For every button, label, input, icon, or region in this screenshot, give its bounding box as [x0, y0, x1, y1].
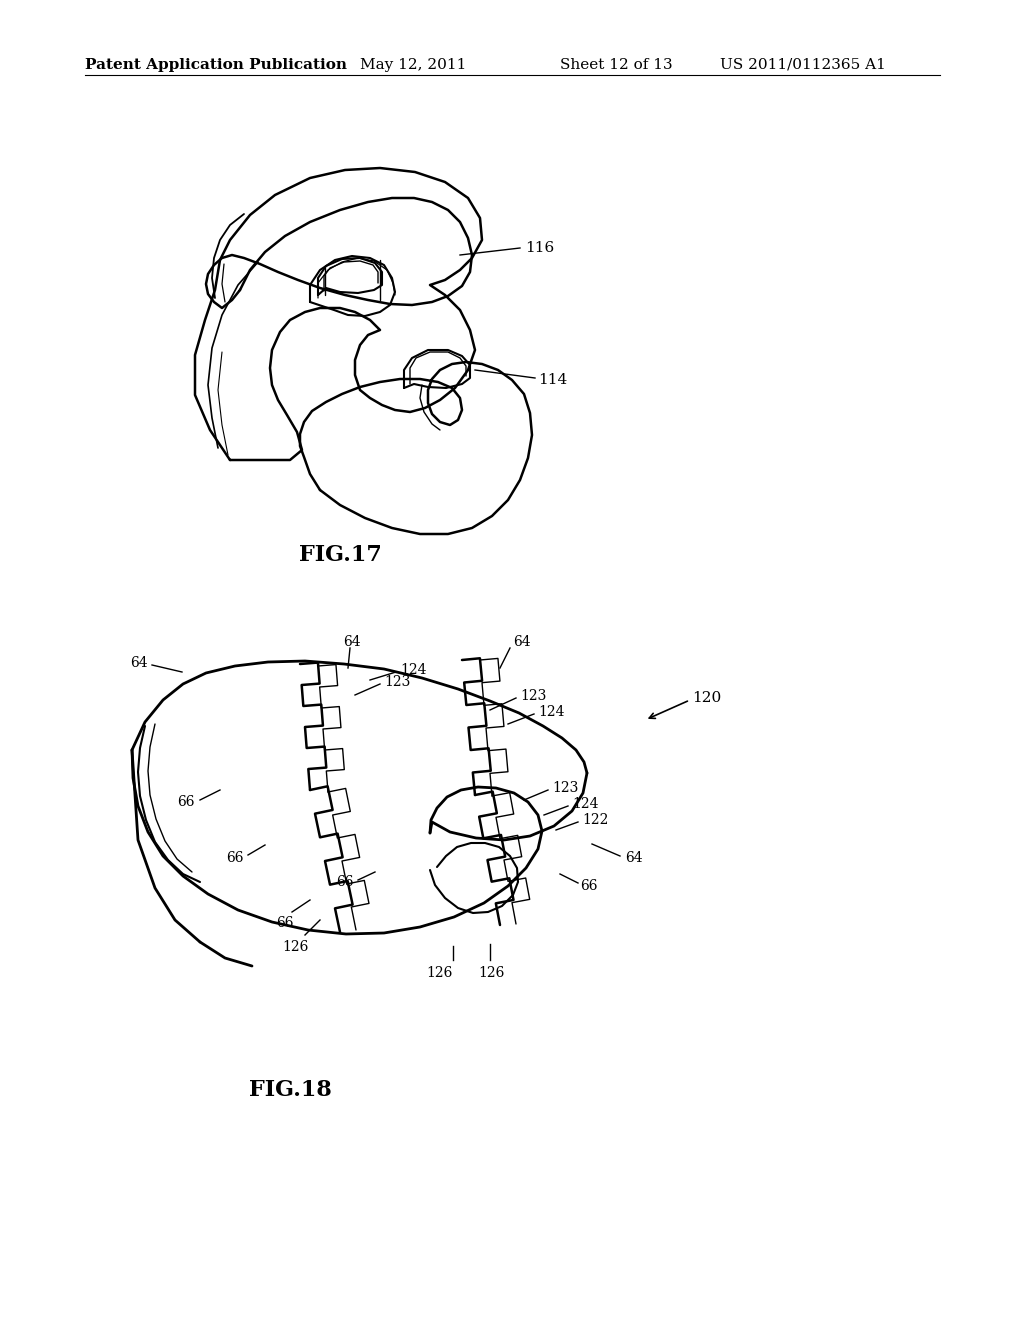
Text: 126: 126 [479, 966, 505, 979]
Text: Sheet 12 of 13: Sheet 12 of 13 [560, 58, 673, 73]
Text: 126: 126 [427, 966, 454, 979]
Text: 66: 66 [337, 875, 354, 888]
Text: 64: 64 [343, 635, 360, 649]
Text: 124: 124 [538, 705, 564, 719]
Text: 66: 66 [580, 879, 597, 894]
Text: 123: 123 [552, 781, 579, 795]
Text: 123: 123 [384, 675, 411, 689]
Text: 64: 64 [130, 656, 148, 671]
Text: FIG.17: FIG.17 [299, 544, 381, 566]
Text: 64: 64 [625, 851, 643, 865]
Text: 124: 124 [400, 663, 427, 677]
Text: 66: 66 [226, 851, 244, 865]
Text: 126: 126 [283, 940, 309, 954]
Text: 120: 120 [692, 690, 721, 705]
Text: 66: 66 [276, 916, 294, 931]
Text: 123: 123 [520, 689, 547, 704]
Text: 124: 124 [572, 797, 598, 810]
Text: 116: 116 [525, 242, 554, 255]
Text: 122: 122 [582, 813, 608, 828]
Text: Patent Application Publication: Patent Application Publication [85, 58, 347, 73]
Text: 66: 66 [177, 795, 195, 809]
Text: FIG.18: FIG.18 [249, 1078, 332, 1101]
Text: May 12, 2011: May 12, 2011 [360, 58, 466, 73]
Text: US 2011/0112365 A1: US 2011/0112365 A1 [720, 58, 886, 73]
Text: 64: 64 [513, 635, 530, 649]
Text: 114: 114 [538, 374, 567, 387]
